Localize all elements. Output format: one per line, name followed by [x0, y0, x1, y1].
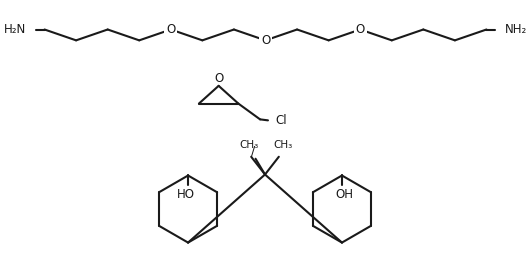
Text: NH₂: NH₂	[505, 23, 527, 36]
Text: O: O	[214, 73, 223, 85]
Text: HO: HO	[177, 188, 195, 201]
Text: O: O	[356, 23, 365, 36]
Text: OH: OH	[335, 188, 353, 201]
Text: O: O	[261, 34, 270, 47]
Text: CH₃: CH₃	[239, 140, 259, 150]
Text: Cl: Cl	[276, 114, 287, 127]
Text: /: /	[252, 144, 256, 157]
Text: O: O	[166, 23, 175, 36]
Text: CH₃: CH₃	[273, 140, 293, 150]
Text: H₂N: H₂N	[4, 23, 26, 36]
